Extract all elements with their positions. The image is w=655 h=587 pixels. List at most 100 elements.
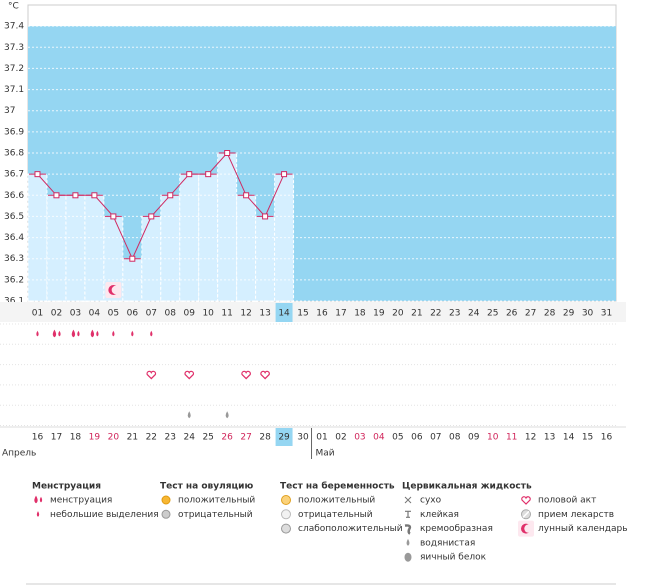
cycle-day: 17 bbox=[51, 433, 62, 443]
cycle-day: 28 bbox=[259, 433, 271, 443]
temp-bar bbox=[46, 194, 67, 302]
legend-title: Цервикальная жидкость bbox=[402, 482, 532, 492]
legend-label: положительный bbox=[178, 496, 255, 506]
legend-title: Менструация bbox=[32, 482, 101, 492]
legend-label: отрицательный bbox=[298, 510, 373, 520]
cycle-day: 30 bbox=[297, 433, 309, 443]
cycle-day: 23 bbox=[165, 433, 176, 443]
x-tick-label: 21 bbox=[411, 309, 422, 319]
egg bbox=[404, 552, 412, 562]
cycle-day: 20 bbox=[108, 433, 120, 443]
cycle-day: 01 bbox=[316, 433, 327, 443]
y-tick-label: 36.2 bbox=[4, 275, 24, 285]
month-label: Май bbox=[316, 449, 335, 459]
x-tick-label: 13 bbox=[259, 309, 270, 319]
cycle-day: 03 bbox=[354, 433, 365, 443]
temp-bar bbox=[236, 194, 257, 302]
heart bbox=[260, 370, 270, 380]
x-tick-label: 31 bbox=[601, 309, 612, 319]
heart bbox=[184, 370, 195, 380]
y-tick-label: 36.7 bbox=[4, 170, 24, 180]
cycle-day: 29 bbox=[278, 433, 290, 443]
x-tick-label: 18 bbox=[354, 309, 366, 319]
cycle-day: 08 bbox=[449, 433, 461, 443]
x-tick-label: 23 bbox=[449, 309, 460, 319]
legend-label: отрицательный bbox=[178, 510, 253, 520]
cycle-day: 12 bbox=[525, 433, 536, 443]
drop bbox=[187, 411, 191, 419]
x-tick-label: 11 bbox=[221, 309, 232, 319]
x-tick-label: 29 bbox=[563, 309, 575, 319]
x-tick-label: 01 bbox=[32, 309, 43, 319]
x-tick-label: 10 bbox=[202, 309, 214, 319]
drop bbox=[71, 329, 76, 338]
legend-label: яичный белок bbox=[420, 553, 487, 563]
drop bbox=[36, 511, 40, 517]
ov-neg bbox=[161, 509, 171, 519]
x-tick-label: 03 bbox=[70, 309, 81, 319]
y-tick-label: 36.6 bbox=[4, 191, 24, 201]
cycle-day: 14 bbox=[563, 433, 575, 443]
x-tick-label: 07 bbox=[146, 309, 157, 319]
drop bbox=[34, 495, 38, 504]
temp-bar bbox=[65, 194, 86, 302]
legend-label: лунный календарь bbox=[538, 524, 628, 534]
plot-background bbox=[28, 26, 616, 302]
cycle-day: 04 bbox=[373, 433, 385, 443]
x-tick-label: 20 bbox=[392, 309, 404, 319]
temp-bar bbox=[160, 194, 181, 302]
sticky bbox=[405, 510, 411, 518]
y-tick-label: 36.3 bbox=[4, 254, 24, 264]
y-tick-label: 37.4 bbox=[4, 22, 24, 32]
y-tick-label: 36.5 bbox=[4, 212, 24, 222]
drop bbox=[96, 330, 99, 337]
cycle-day: 07 bbox=[430, 433, 441, 443]
cycle-highlight bbox=[275, 428, 293, 446]
y-axis-label: °C bbox=[8, 2, 19, 12]
temp-point bbox=[243, 192, 250, 199]
y-tick-label: 36.4 bbox=[4, 233, 24, 243]
x-tick-label: 26 bbox=[506, 309, 518, 319]
cycle-day: 11 bbox=[506, 433, 517, 443]
day-highlight bbox=[275, 303, 293, 322]
drop bbox=[225, 411, 229, 419]
x-tick-label: 17 bbox=[335, 309, 346, 319]
temp-bar bbox=[217, 152, 238, 302]
temp-point bbox=[167, 192, 174, 199]
x-tick-label: 30 bbox=[582, 309, 594, 319]
legend-label: клейкая bbox=[420, 510, 459, 520]
temp-point bbox=[129, 255, 136, 262]
temp-point bbox=[53, 192, 60, 199]
month-label: Апрель bbox=[2, 449, 36, 459]
day-row-bg bbox=[0, 302, 626, 322]
cycle-day: 06 bbox=[411, 433, 423, 443]
heart bbox=[146, 370, 157, 380]
x-tick-label: 27 bbox=[525, 309, 536, 319]
cycle-day: 09 bbox=[468, 433, 480, 443]
temp-point bbox=[110, 213, 117, 220]
drop bbox=[39, 496, 43, 503]
legend-label: менструация bbox=[50, 496, 112, 506]
x-tick-label: 22 bbox=[430, 309, 441, 319]
legend-label: положительный bbox=[298, 496, 375, 506]
drop bbox=[77, 330, 80, 337]
temp-point bbox=[186, 171, 193, 178]
dry bbox=[404, 496, 412, 504]
y-tick-label: 37.1 bbox=[4, 85, 24, 95]
temp-point bbox=[281, 171, 288, 178]
y-tick-label: 36.9 bbox=[4, 127, 24, 137]
legend-label: слабоположительный bbox=[298, 524, 403, 534]
x-tick-label: 24 bbox=[468, 309, 480, 319]
heart bbox=[241, 370, 251, 380]
x-tick-label: 09 bbox=[183, 309, 195, 319]
x-tick-label: 16 bbox=[316, 309, 328, 319]
cycle-day: 26 bbox=[221, 433, 233, 443]
legend-label: небольшие выделения bbox=[50, 510, 159, 520]
cycle-day: 25 bbox=[202, 433, 213, 443]
cycle-day: 24 bbox=[183, 433, 195, 443]
pill-line bbox=[522, 510, 530, 518]
pr-pos bbox=[281, 495, 291, 505]
moon-cut bbox=[524, 524, 533, 533]
y-tick-label: 36.1 bbox=[4, 297, 24, 307]
